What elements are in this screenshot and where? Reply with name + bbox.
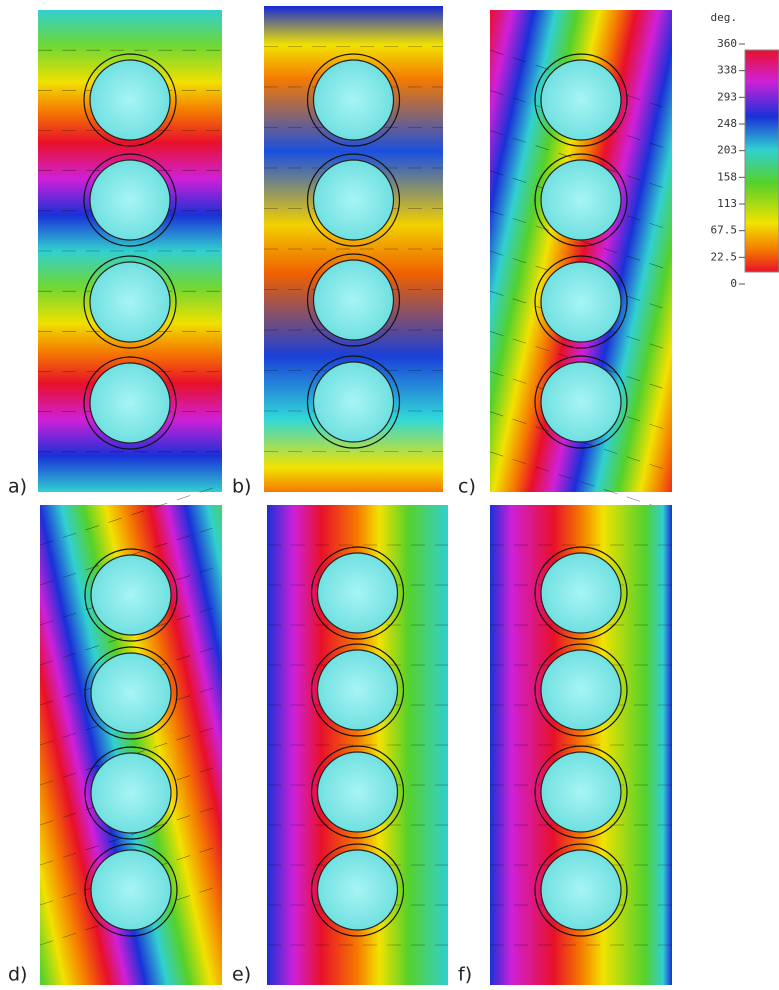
fiber xyxy=(316,552,399,634)
fiber xyxy=(90,652,172,734)
fiber-halo xyxy=(534,53,628,147)
colorbar-tick-label: 338 xyxy=(717,64,737,77)
colorbar-tick-label: 22.5 xyxy=(711,250,738,263)
contour-line xyxy=(39,844,223,906)
panel-label: f) xyxy=(458,964,472,986)
fiber-halo xyxy=(84,646,178,740)
contour-line xyxy=(39,724,223,786)
fiber-halo xyxy=(306,355,401,449)
fiber-halo xyxy=(310,745,405,839)
panel-label: c) xyxy=(458,476,476,498)
fiber xyxy=(312,259,395,341)
fiber-halo xyxy=(534,255,628,349)
fiber-halo xyxy=(84,548,178,642)
contour-line xyxy=(489,411,673,472)
fiber-halo xyxy=(83,356,177,450)
fiber-halo xyxy=(84,843,178,937)
fiber xyxy=(540,649,622,731)
fiber xyxy=(540,159,622,241)
fiber xyxy=(89,159,171,241)
fiber-halo xyxy=(310,643,405,737)
colorbar-tick-label: 67.5 xyxy=(711,224,738,237)
fiber xyxy=(316,751,399,833)
fiber xyxy=(312,361,395,443)
fiber xyxy=(312,159,395,241)
fiber xyxy=(89,59,171,141)
fiber-halo xyxy=(306,253,401,347)
fiber xyxy=(312,59,395,141)
fiber-halo xyxy=(83,153,177,247)
colorbar-unit: deg. xyxy=(711,11,738,24)
fiber-halo xyxy=(534,153,628,247)
fiber-halo xyxy=(534,643,628,737)
fiber-halo xyxy=(534,843,628,937)
fiber xyxy=(540,261,622,343)
colorbar xyxy=(744,49,779,273)
fiber-halo xyxy=(84,746,178,840)
fiber xyxy=(540,849,622,931)
fiber xyxy=(540,552,622,634)
contour-line xyxy=(489,130,673,191)
fiber-halo xyxy=(534,546,628,640)
colorbar-tick-label: 0 xyxy=(730,277,737,290)
fiber xyxy=(90,752,172,834)
contour-line xyxy=(39,764,223,826)
contour-line xyxy=(489,371,673,432)
panel-label: e) xyxy=(232,964,251,986)
fiber-halo xyxy=(310,843,405,937)
contour-line xyxy=(39,564,223,626)
contour-line xyxy=(39,804,223,866)
fiber-halo xyxy=(83,53,177,147)
fiber xyxy=(316,649,399,731)
contour-line xyxy=(489,90,673,151)
contour-line xyxy=(489,250,673,312)
panel-label: b) xyxy=(232,476,251,498)
colorbar-tick-label: 248 xyxy=(717,117,737,130)
panel-label: d) xyxy=(8,964,27,986)
fiber-halo xyxy=(306,53,401,147)
fiber-halo xyxy=(534,355,628,449)
fiber xyxy=(540,751,622,833)
fiber xyxy=(316,849,399,931)
contour-line xyxy=(489,170,673,231)
contour-line xyxy=(489,49,673,111)
fiber xyxy=(89,261,171,343)
fiber-halo xyxy=(306,153,401,247)
fiber xyxy=(90,554,172,636)
contour-line xyxy=(39,484,223,546)
panel-label: a) xyxy=(8,476,27,498)
contour-line xyxy=(39,644,223,706)
fiber xyxy=(540,59,622,141)
colorbar-tick-label: 203 xyxy=(717,144,737,157)
fiber xyxy=(89,362,171,444)
contour-line xyxy=(39,884,223,946)
fiber xyxy=(540,361,622,443)
fiber-halo xyxy=(534,745,628,839)
contour-line xyxy=(39,604,223,666)
contour-line xyxy=(39,524,223,586)
contour-line xyxy=(489,210,673,272)
colorbar-tick-label: 158 xyxy=(717,170,737,183)
contour-line xyxy=(39,684,223,746)
colorbar-tick-label: 113 xyxy=(717,197,737,210)
colorbar-tick-label: 293 xyxy=(717,90,737,103)
contour-line xyxy=(489,290,673,352)
fiber-halo xyxy=(83,255,177,349)
fiber-halo xyxy=(310,546,405,640)
fiber xyxy=(90,849,172,931)
contour-line xyxy=(489,451,673,513)
contour-line xyxy=(489,331,673,392)
colorbar-tick-label: 360 xyxy=(717,37,737,50)
